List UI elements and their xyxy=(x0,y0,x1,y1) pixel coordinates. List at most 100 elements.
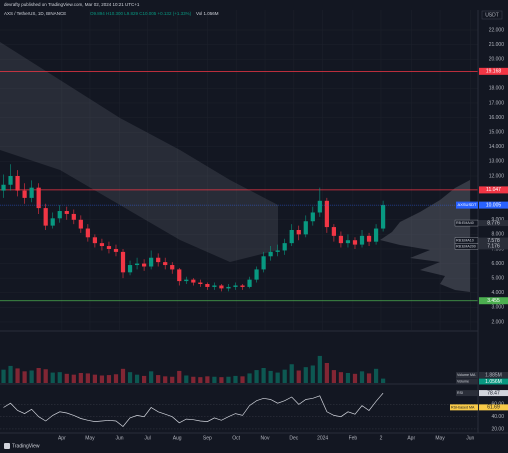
price-box xyxy=(479,201,508,209)
rsi-value: 78.47 xyxy=(487,390,500,396)
price-label: 10.005 xyxy=(486,202,502,208)
y-tick-label: 40.00 xyxy=(491,414,504,420)
volume-bar xyxy=(141,375,147,383)
volume-bar xyxy=(36,368,41,383)
candle-body xyxy=(254,269,259,280)
y-tick-label: 4.000 xyxy=(491,290,504,296)
candle-body xyxy=(338,235,344,244)
y-tick-label: 22.000 xyxy=(489,27,505,33)
symbol-box xyxy=(456,201,478,209)
indicator-name: RB:EMA10 xyxy=(456,238,474,242)
volume-bar xyxy=(184,375,189,383)
x-tick-label: May xyxy=(435,435,445,441)
indicator-value-box xyxy=(479,243,508,250)
volume-bar xyxy=(268,370,273,383)
volume-bar xyxy=(198,377,203,383)
candle-body xyxy=(36,187,41,209)
candle-body xyxy=(15,175,20,191)
legend-box xyxy=(456,378,478,385)
volume-bar xyxy=(289,364,294,383)
indicator-name: RB:EMA40 xyxy=(456,221,474,225)
volume-bar xyxy=(226,376,231,383)
volume-bar xyxy=(156,375,161,383)
y-tick-label: 8.000 xyxy=(491,232,504,238)
level-label-box xyxy=(479,186,508,194)
candle-body xyxy=(233,285,238,287)
legend-value-box xyxy=(479,372,508,378)
volume-bar xyxy=(120,368,126,383)
x-tick-label: Aug xyxy=(173,435,182,441)
indicator-box xyxy=(454,219,479,227)
legend-value: 1.056M xyxy=(485,379,502,385)
y-tick-label: 21.000 xyxy=(489,42,505,48)
volume-bar xyxy=(338,372,344,383)
candle-body xyxy=(184,279,189,282)
level-label-box xyxy=(479,67,508,75)
x-tick-label: May xyxy=(85,435,95,441)
rsi-line xyxy=(3,392,384,427)
indicator-value: 7.176 xyxy=(487,244,500,250)
x-tick-label: Oct xyxy=(232,435,240,441)
level-label: 19.168 xyxy=(486,69,502,75)
volume-bar xyxy=(57,372,62,383)
logo-icon xyxy=(4,443,10,449)
candle-body xyxy=(141,263,147,267)
volume-bar xyxy=(127,372,133,383)
candle-body xyxy=(1,184,6,191)
volume-bar xyxy=(92,374,98,383)
volume-bar xyxy=(163,376,168,383)
candle-body xyxy=(268,251,273,257)
currency-box xyxy=(481,10,503,20)
y-tick-label: 13.000 xyxy=(489,159,505,165)
volume-bar xyxy=(29,370,34,383)
volume-bar xyxy=(78,373,83,383)
y-tick-label: 6.000 xyxy=(491,261,504,267)
grid xyxy=(0,10,478,430)
indicator-value: 8.776 xyxy=(487,220,500,226)
volume-bar xyxy=(134,374,140,383)
volume-bar xyxy=(1,369,6,383)
candle-body xyxy=(50,218,55,226)
candle-body xyxy=(331,227,337,236)
y-tick-label: 20.000 xyxy=(489,57,505,63)
volume-bar xyxy=(247,373,252,383)
volume-bar xyxy=(50,372,55,383)
volume-bar xyxy=(310,365,315,383)
candle-body xyxy=(352,240,358,245)
ma-value: 61.69 xyxy=(487,405,500,411)
symbol-label: AXSUSDT xyxy=(458,202,477,207)
volume-bar xyxy=(275,372,280,383)
volume-bar xyxy=(324,363,329,383)
candle-body xyxy=(149,257,154,267)
volume-bar xyxy=(149,371,154,383)
ma-value-box xyxy=(479,404,508,411)
volume-bar xyxy=(22,371,27,383)
y-tick-label: 18.000 xyxy=(489,86,505,92)
candle-body xyxy=(289,230,294,244)
legend-name: Volume xyxy=(457,379,469,383)
candle-body xyxy=(226,286,231,289)
legend-name: Volume MA xyxy=(457,373,476,377)
indicator-name: RB:EMA200 xyxy=(456,244,476,248)
legend-value: 1.885M xyxy=(485,372,502,378)
volume-bar xyxy=(106,375,112,383)
x-tick-label: Feb xyxy=(349,435,358,441)
volume-bar xyxy=(99,375,105,383)
volume-header: Vol 1.056M xyxy=(196,11,219,16)
candle-body xyxy=(198,282,203,285)
level-label-box xyxy=(479,297,508,305)
volume-bar xyxy=(366,373,372,383)
y-tick-label: 2.000 xyxy=(491,319,504,325)
candle-body xyxy=(106,246,112,249)
volume-bar xyxy=(352,373,358,383)
volume-bar xyxy=(240,376,245,383)
candle-body xyxy=(163,262,168,266)
y-tick-label: 3.000 xyxy=(491,305,504,311)
rsi-value-box xyxy=(479,390,508,397)
candle-body xyxy=(78,219,83,229)
volume-bar xyxy=(331,370,337,383)
volume-bar xyxy=(113,374,119,383)
x-tick-label: Jul xyxy=(144,435,150,441)
